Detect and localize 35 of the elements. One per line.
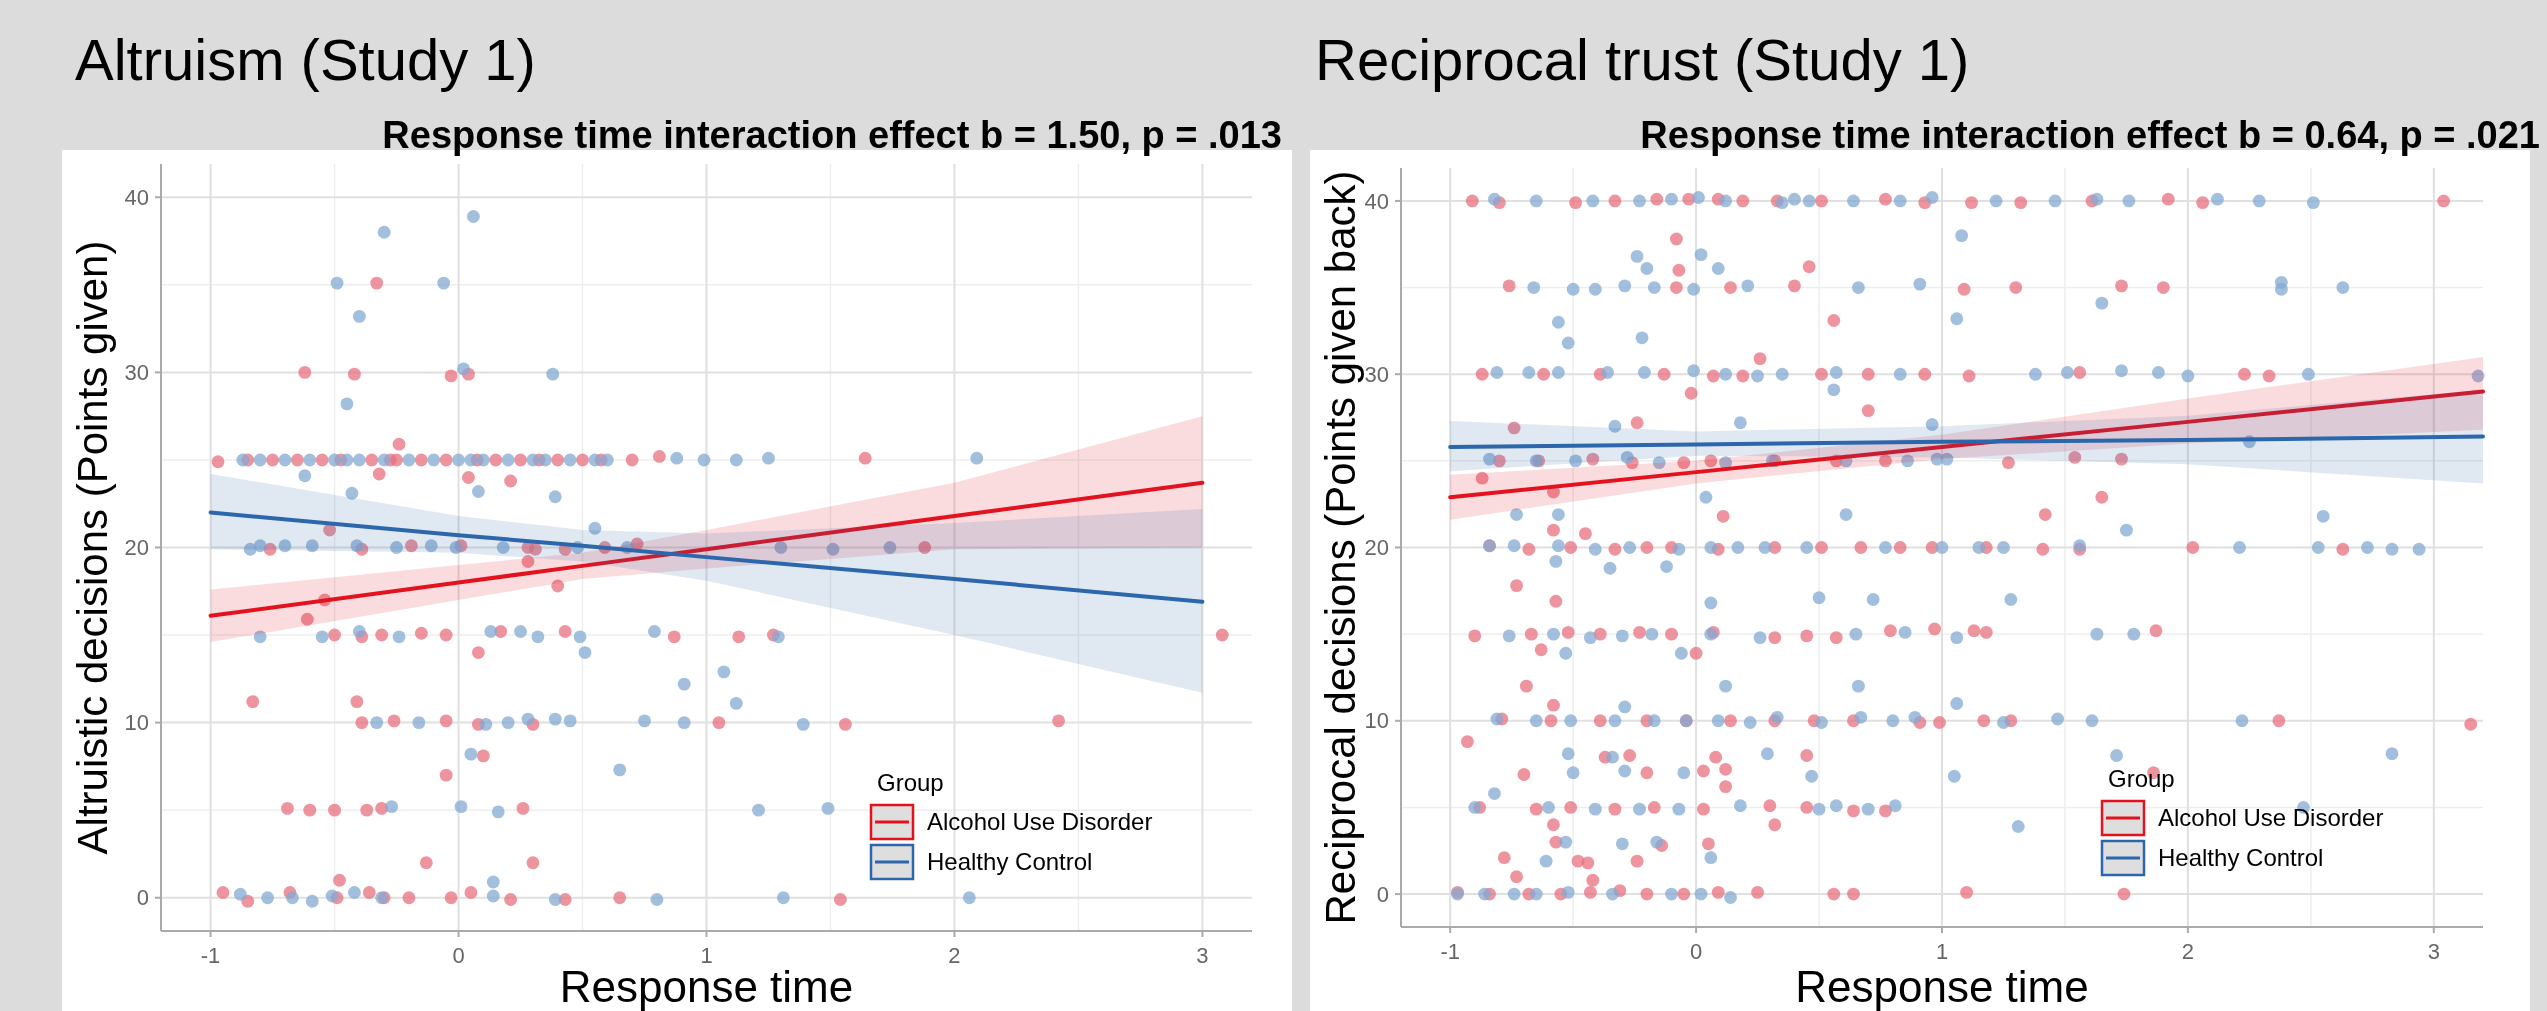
x-tick-label: 0 — [452, 943, 465, 968]
y-axis-title: Reciprocal decisions (Points given back) — [1317, 170, 1364, 925]
x-tick-label: 0 — [1689, 939, 1703, 964]
x-tick-label: 2 — [2181, 939, 2195, 964]
y-tick-label: 0 — [136, 885, 149, 911]
x-tick-label: -1 — [200, 943, 221, 968]
y-tick-label: 40 — [124, 184, 149, 210]
x-tick-label: 3 — [2427, 939, 2440, 964]
legend-label: Healthy Control — [927, 848, 1093, 876]
line-series — [1448, 434, 2485, 449]
legend-label: Alcohol Use Disorder — [2158, 804, 2384, 832]
x-tick-label: 1 — [1935, 939, 1949, 964]
y-tick-label: 20 — [124, 535, 149, 561]
y-tick-label: 10 — [1364, 708, 1389, 734]
y-tick-label: 10 — [124, 710, 149, 736]
chart-title: Altruism (Study 1) — [75, 27, 536, 92]
legend-title: Group — [877, 769, 944, 796]
legend-label: Healthy Control — [2158, 844, 2324, 872]
y-tick-label: 30 — [1364, 361, 1389, 387]
chart-title: Reciprocal trust (Study 1) — [1315, 27, 1970, 92]
y-tick-label: 0 — [1376, 881, 1389, 907]
legend-label: Alcohol Use Disorder — [927, 808, 1153, 836]
line-series — [208, 510, 1205, 604]
y-axis-title: Altruistic decisions (Points given) — [69, 240, 116, 855]
y-tick-label: 40 — [1364, 188, 1389, 214]
x-tick-label: 3 — [1196, 943, 1209, 968]
y-tick-label: 30 — [124, 360, 149, 386]
legend-title: Group — [2108, 765, 2175, 792]
x-tick-label: -1 — [1440, 939, 1460, 964]
line-series — [208, 480, 1205, 618]
chart-subtitle: Response time interaction effect b = 0.64, p = .021 — [1640, 114, 2540, 156]
x-axis-title: Response time — [1795, 962, 2089, 1011]
y-tick-label: 20 — [1364, 535, 1389, 561]
x-tick-label: 2 — [948, 943, 961, 968]
chart-subtitle: Response time interaction effect b = 1.50, p = .013 — [382, 114, 1282, 156]
